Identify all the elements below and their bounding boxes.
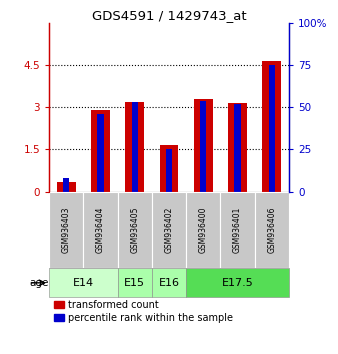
Bar — [194, 99, 213, 192]
Text: GSM936400: GSM936400 — [199, 207, 208, 253]
Bar — [255, 192, 289, 268]
Bar — [262, 61, 281, 192]
Bar — [118, 192, 152, 268]
Bar — [186, 192, 220, 268]
Bar — [118, 268, 152, 297]
Bar — [97, 114, 103, 192]
Bar — [63, 178, 69, 192]
Bar — [49, 268, 118, 297]
Bar — [200, 101, 207, 192]
Bar — [220, 192, 255, 268]
Text: E15: E15 — [124, 278, 145, 288]
Bar — [131, 102, 138, 192]
Legend: transformed count, percentile rank within the sample: transformed count, percentile rank withi… — [54, 300, 234, 323]
Bar — [49, 192, 83, 268]
Text: GSM936403: GSM936403 — [62, 207, 71, 253]
Text: GSM936406: GSM936406 — [267, 207, 276, 253]
Bar — [228, 103, 247, 192]
Bar — [160, 145, 178, 192]
Bar — [166, 149, 172, 192]
Bar — [269, 65, 275, 192]
Text: GSM936401: GSM936401 — [233, 207, 242, 253]
Text: E14: E14 — [73, 278, 94, 288]
Bar — [152, 268, 186, 297]
Text: E16: E16 — [159, 278, 179, 288]
Bar — [152, 192, 186, 268]
Title: GDS4591 / 1429743_at: GDS4591 / 1429743_at — [92, 9, 246, 22]
Bar — [125, 102, 144, 192]
Text: age: age — [30, 278, 49, 288]
Text: GSM936402: GSM936402 — [165, 207, 173, 253]
Bar — [57, 182, 76, 192]
Bar — [91, 110, 110, 192]
Bar — [83, 192, 118, 268]
Text: GSM936405: GSM936405 — [130, 207, 139, 253]
Bar — [235, 104, 241, 192]
Text: E17.5: E17.5 — [222, 278, 254, 288]
Bar — [186, 268, 289, 297]
Text: GSM936404: GSM936404 — [96, 207, 105, 253]
